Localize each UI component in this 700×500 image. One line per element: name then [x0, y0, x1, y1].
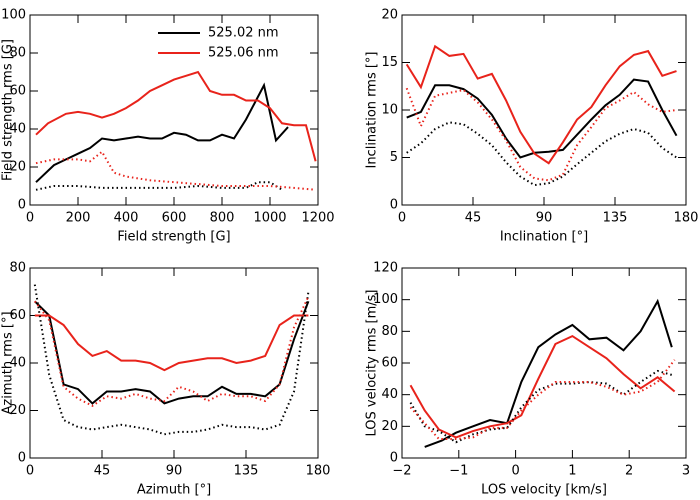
- y-tick-label: 15: [381, 55, 398, 70]
- x-tick-label: 45: [94, 464, 111, 479]
- series-line: [409, 359, 676, 440]
- x-axis-label: Azimuth [°]: [137, 483, 211, 498]
- y-tick-label: 60: [381, 356, 398, 371]
- x-axis-label: LOS velocity [km/s]: [481, 483, 607, 498]
- x-tick-label: −2: [392, 464, 411, 479]
- y-tick-label: 80: [381, 324, 398, 339]
- series-line: [406, 121, 678, 187]
- y-tick-label: 100: [1, 8, 26, 23]
- y-tick-label: 40: [9, 122, 26, 137]
- y-axis-label: Field strength rms [G]: [1, 39, 16, 181]
- x-tick-label: 1200: [301, 211, 334, 226]
- y-tick-label: 10: [381, 103, 398, 118]
- y-tick-label: 0: [18, 198, 26, 213]
- x-tick-label: 90: [536, 211, 553, 226]
- y-axis-label: Inclination rms [°]: [365, 51, 380, 168]
- plot-frame: [401, 267, 687, 459]
- x-tick-label: 200: [66, 211, 91, 226]
- x-tick-label: 0: [26, 464, 34, 479]
- x-tick-label: 0: [26, 211, 34, 226]
- x-tick-label: 2: [625, 464, 633, 479]
- series-line: [34, 300, 310, 405]
- series-line: [405, 44, 677, 165]
- y-tick-label: 80: [9, 261, 26, 276]
- x-tick-label: 0: [398, 211, 406, 226]
- y-axis-label: Azimuth rms [°]: [1, 311, 16, 414]
- y-tick-label: 5: [390, 150, 398, 165]
- x-tick-label: 180: [674, 211, 699, 226]
- series-line: [409, 334, 676, 439]
- legend-label: 525.02 nm: [208, 26, 279, 41]
- x-tick-label: 45: [465, 211, 482, 226]
- series-line: [34, 314, 309, 372]
- y-tick-label: 20: [9, 160, 26, 175]
- x-tick-label: −1: [449, 464, 468, 479]
- series-line: [34, 296, 310, 407]
- x-tick-label: 1000: [253, 211, 286, 226]
- legend-label: 525.06 nm: [208, 46, 279, 61]
- series-line: [409, 369, 675, 444]
- plot-frame: [401, 14, 687, 206]
- plot-frame: [29, 14, 319, 206]
- x-tick-label: 1: [568, 464, 576, 479]
- y-tick-label: 20: [9, 403, 26, 418]
- y-tick-label: 20: [381, 419, 398, 434]
- x-tick-label: 800: [210, 211, 235, 226]
- y-tick-label: 20: [381, 8, 398, 23]
- x-tick-label: 90: [166, 464, 183, 479]
- x-tick-label: 0: [511, 464, 519, 479]
- x-tick-label: 180: [306, 464, 331, 479]
- y-tick-label: 100: [373, 292, 398, 307]
- y-tick-label: 0: [390, 451, 398, 466]
- y-tick-label: 80: [9, 46, 26, 61]
- series-line: [33, 284, 310, 436]
- x-axis-label: Inclination [°]: [500, 230, 588, 245]
- series-line: [35, 150, 316, 191]
- series-line: [35, 82, 289, 183]
- x-tick-label: 135: [234, 464, 259, 479]
- y-tick-label: 60: [9, 308, 26, 323]
- x-axis-label: Field strength [G]: [117, 230, 230, 245]
- y-tick-label: 120: [373, 261, 398, 276]
- series-line: [405, 87, 677, 182]
- y-tick-label: 0: [18, 451, 26, 466]
- y-tick-label: 40: [381, 387, 398, 402]
- x-tick-label: 135: [603, 211, 628, 226]
- series-line: [424, 298, 673, 448]
- y-tick-label: 40: [9, 356, 26, 371]
- plot-frame: [29, 267, 319, 459]
- x-tick-label: 600: [162, 211, 187, 226]
- y-tick-label: 60: [9, 84, 26, 99]
- x-tick-label: 3: [682, 464, 690, 479]
- y-axis-label: LOS velocity rms [m/s]: [365, 290, 380, 437]
- y-tick-label: 0: [390, 198, 398, 213]
- series-line: [35, 70, 317, 162]
- series-line: [406, 78, 678, 159]
- x-tick-label: 400: [114, 211, 139, 226]
